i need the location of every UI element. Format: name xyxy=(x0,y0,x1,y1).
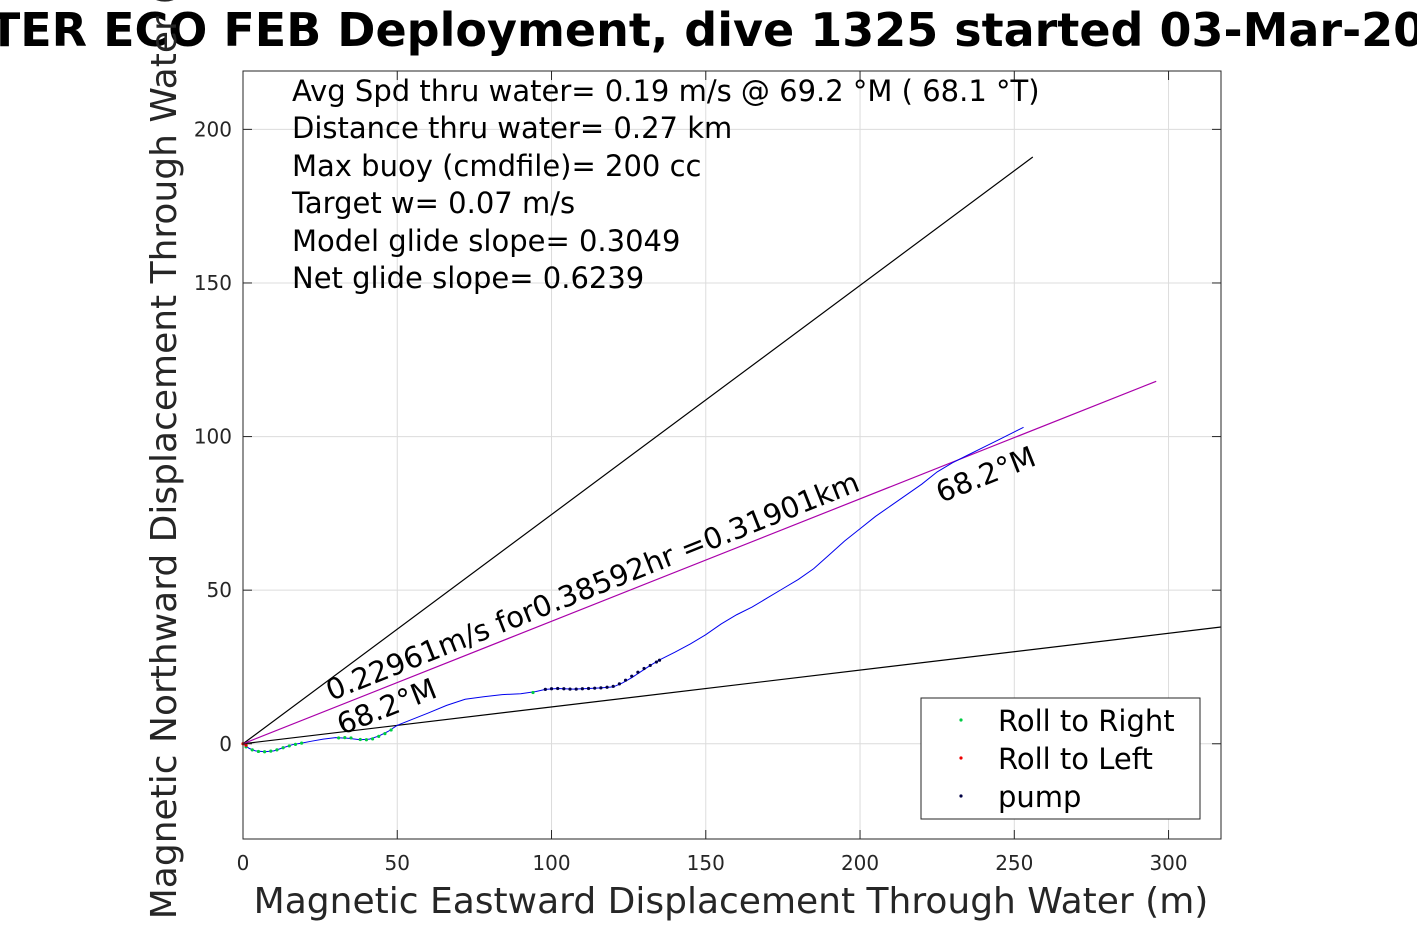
reference-line xyxy=(242,380,1157,745)
marker-roll-to-right xyxy=(337,736,341,740)
tick-labels: 0 50 100 150 200 250 300 0 50 100 150 200 xyxy=(194,117,1188,875)
marker-pump xyxy=(568,687,572,691)
legend-label-roll-left: Roll to Left xyxy=(998,742,1153,776)
marker-pump xyxy=(611,684,615,688)
marker-roll-to-right xyxy=(343,736,347,740)
marker-pump xyxy=(599,686,603,690)
y-tick-label: 100 xyxy=(194,425,232,449)
legend-marker-pump xyxy=(959,794,963,798)
info-line: Net glide slope= 0.6239 xyxy=(292,261,644,295)
plot-border xyxy=(242,70,1222,840)
legend-label-pump: pump xyxy=(998,780,1081,814)
marker-pump xyxy=(562,687,566,691)
y-tick-label: 0 xyxy=(219,732,232,756)
markers xyxy=(241,658,662,754)
info-line: Model glide slope= 0.3049 xyxy=(292,224,680,258)
y-tick-label: 150 xyxy=(194,271,232,295)
reference-lines xyxy=(242,156,1222,745)
info-line: Max buoy (cmdfile)= 200 cc xyxy=(292,149,701,183)
marker-roll-to-right xyxy=(287,744,291,748)
chart-title: TER ECO FEB Deployment, dive 1325 starte… xyxy=(0,3,1417,57)
marker-roll-to-right xyxy=(300,741,304,745)
marker-roll-to-right xyxy=(281,746,285,750)
marker-pump xyxy=(580,687,584,691)
marker-pump xyxy=(556,686,560,691)
marker-roll-to-right xyxy=(293,742,298,746)
marker-roll-to-right xyxy=(377,734,381,738)
legend-box xyxy=(920,697,1201,820)
y-axis-label: Magnetic Northward Displacement Through … xyxy=(144,0,185,919)
reference-line xyxy=(242,156,1034,745)
marker-pump xyxy=(623,678,628,682)
marker-roll-to-right xyxy=(370,737,375,741)
legend: Roll to Right Roll to Left pump xyxy=(920,697,1201,820)
legend-marker-roll-left xyxy=(959,756,963,760)
marker-roll-to-right xyxy=(364,738,369,742)
marker-roll-to-right xyxy=(349,736,353,740)
info-line: Avg Spd thru water= 0.19 m/s @ 69.2 °M (… xyxy=(292,74,1040,108)
marker-pump xyxy=(648,663,652,668)
marker-roll-to-right xyxy=(275,748,279,752)
x-axis-label: Magnetic Eastward Displacement Through W… xyxy=(254,881,1209,922)
marker-pump xyxy=(657,658,662,662)
marker-roll-to-right xyxy=(389,728,393,732)
marker-pump xyxy=(605,685,609,689)
marker-pump xyxy=(642,666,646,671)
x-tick-label: 200 xyxy=(841,851,879,875)
y-tick-label: 200 xyxy=(194,117,232,141)
marker-pump xyxy=(630,674,634,678)
info-line: Target w= 0.07 m/s xyxy=(291,186,575,220)
marker-pump xyxy=(543,687,547,691)
x-tick-label: 150 xyxy=(687,851,725,875)
marker-pump xyxy=(586,686,591,691)
marker-roll-to-left xyxy=(244,743,248,747)
marker-roll-to-right xyxy=(531,690,535,695)
x-tick-label: 300 xyxy=(1149,851,1187,875)
marker-roll-to-right xyxy=(256,749,261,754)
marker-pump xyxy=(549,687,554,691)
legend-label-roll-right: Roll to Right xyxy=(998,704,1175,738)
x-tick-label: 250 xyxy=(995,851,1033,875)
reference-line xyxy=(242,626,1222,745)
legend-marker-roll-right xyxy=(959,718,963,722)
marker-pump xyxy=(617,682,621,686)
marker-roll-to-right xyxy=(383,732,387,736)
x-tick-label: 50 xyxy=(385,851,410,875)
info-block: Avg Spd thru water= 0.19 m/s @ 69.2 °M (… xyxy=(291,74,1040,295)
marker-roll-to-right xyxy=(262,750,267,754)
marker-roll-to-right xyxy=(250,748,254,752)
marker-pump xyxy=(636,670,640,674)
marker-roll-to-right xyxy=(269,749,273,753)
ticks xyxy=(242,71,1221,839)
grid xyxy=(242,71,1221,839)
x-tick-label: 0 xyxy=(237,851,250,875)
marker-pump xyxy=(574,687,578,691)
marker-pump xyxy=(654,660,659,664)
info-line: Distance thru water= 0.27 km xyxy=(292,111,732,145)
marker-roll-to-right xyxy=(358,737,362,742)
x-tick-label: 100 xyxy=(532,851,570,875)
y-tick-label: 50 xyxy=(207,578,232,602)
marker-pump xyxy=(593,686,597,690)
